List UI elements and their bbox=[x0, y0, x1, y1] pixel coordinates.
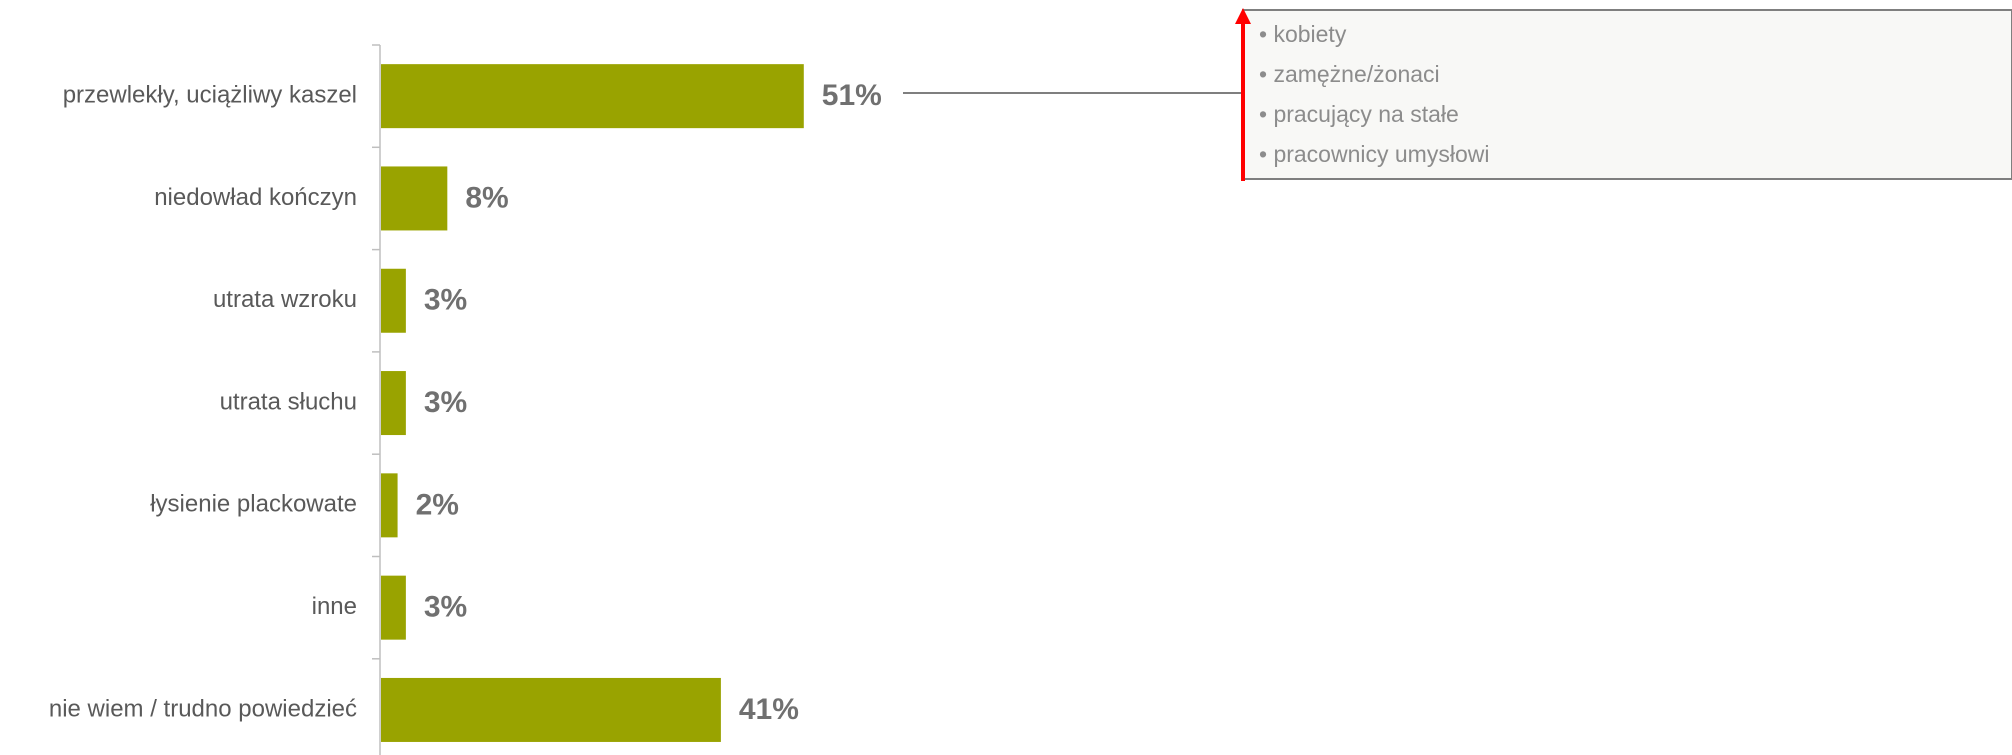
value-label: 3% bbox=[424, 591, 467, 624]
category-label: niedowład kończyn bbox=[154, 184, 357, 211]
value-label: 3% bbox=[424, 284, 467, 317]
value-label: 3% bbox=[424, 386, 467, 419]
category-label: nie wiem / trudno powiedzieć bbox=[49, 695, 357, 722]
bar bbox=[381, 677, 721, 742]
value-label: 2% bbox=[416, 488, 459, 521]
annotation-item: • pracujący na stałe bbox=[1259, 101, 1459, 127]
bar bbox=[381, 371, 406, 436]
annotation-list: • kobiety • zamężne/żonaci • pracujący na … bbox=[1259, 21, 1489, 167]
bar bbox=[381, 64, 804, 129]
category-labels: przewlekły, uciążliwy kaszel niedowład ko… bbox=[49, 81, 357, 722]
axis-ticks bbox=[372, 44, 380, 660]
annotation-item: • zamężne/żonaci bbox=[1259, 61, 1440, 87]
value-label: 8% bbox=[465, 181, 508, 214]
annotation-item: • pracownicy umysłowi bbox=[1259, 141, 1489, 167]
bar bbox=[381, 166, 448, 231]
category-label: łysienie plackowate bbox=[150, 491, 357, 518]
bars bbox=[381, 64, 804, 742]
category-label: utrata wzroku bbox=[213, 286, 357, 313]
bar bbox=[381, 575, 406, 640]
value-label: 51% bbox=[822, 79, 882, 112]
value-label: 41% bbox=[739, 693, 799, 726]
bar bbox=[381, 268, 406, 333]
value-labels: 51% 8% 3% 3% 2% 3% 41% bbox=[416, 79, 882, 726]
category-label: inne bbox=[312, 593, 357, 620]
annotation-box bbox=[1242, 9, 2012, 180]
annotation-arrowhead bbox=[1235, 8, 1251, 24]
category-label: przewlekły, uciążliwy kaszel bbox=[63, 81, 357, 108]
category-label: utrata słuchu bbox=[220, 388, 357, 415]
bar bbox=[381, 473, 398, 538]
annotation-item: • kobiety bbox=[1259, 21, 1347, 47]
